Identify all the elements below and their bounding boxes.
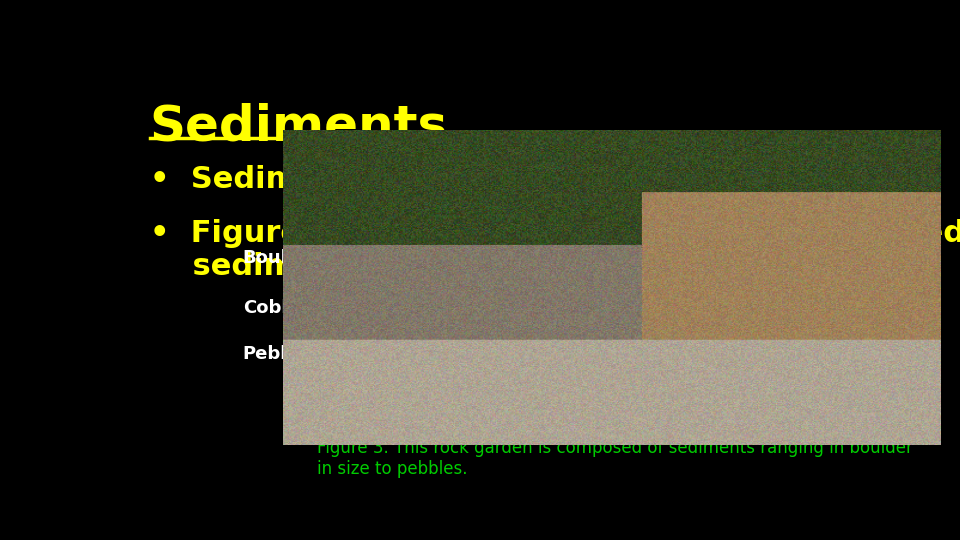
Text: Sediments: Sediments: [150, 102, 448, 150]
Text: •  Figure 3 below shows the three largest sized
    sediments.: • Figure 3 below shows the three largest…: [150, 219, 960, 281]
Text: Figure 3. This rock garden is composed of sediments ranging in boulder
in size t: Figure 3. This rock garden is composed o…: [317, 439, 913, 478]
Text: Boulders: Boulders: [243, 249, 332, 267]
Text: Pebbles: Pebbles: [243, 345, 323, 363]
Text: Cobbles: Cobbles: [243, 299, 323, 317]
Text: •  Sediments are classified by their size.: • Sediments are classified by their size…: [150, 165, 847, 194]
